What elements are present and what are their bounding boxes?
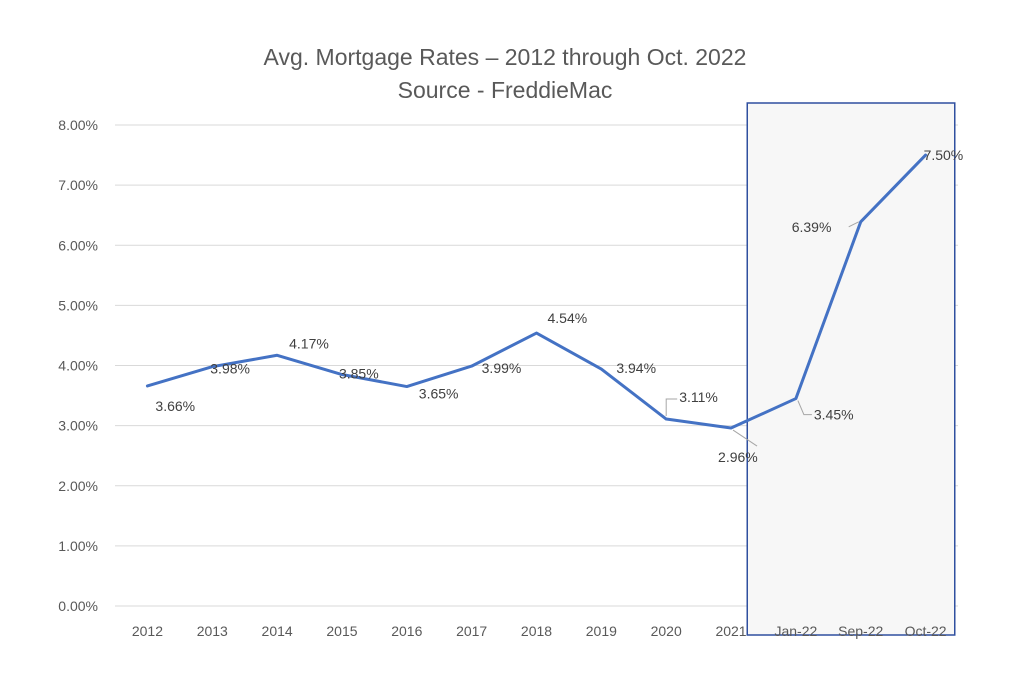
- x-tick-label: 2015: [326, 623, 357, 639]
- y-tick-label: 0.00%: [58, 598, 98, 614]
- y-tick-label: 3.00%: [58, 418, 98, 434]
- data-label: 3.65%: [419, 386, 459, 402]
- data-label: 7.50%: [924, 147, 964, 163]
- label-leader-line: [797, 400, 812, 416]
- rate-series: [145, 153, 928, 430]
- x-axis-ticks: 2012 2013 2014 2015 2016 2017 2018 2019 2020 2021…: [132, 623, 947, 639]
- x-tick-label: 2017: [456, 623, 487, 639]
- highlight-box: [746, 102, 956, 636]
- data-label: 3.11%: [679, 389, 718, 405]
- data-label: 4.17%: [289, 335, 329, 351]
- x-tick-label: Oct-22: [905, 623, 947, 639]
- data-label: 4.54%: [548, 310, 588, 326]
- label-leader-line: [732, 429, 758, 447]
- x-tick-label: 2016: [391, 623, 422, 639]
- grid-lines: [115, 124, 958, 607]
- data-label: 6.39%: [792, 219, 832, 235]
- y-tick-label: 7.00%: [58, 177, 98, 193]
- y-tick-label: 6.00%: [58, 237, 98, 253]
- data-label: 3.98%: [210, 361, 250, 377]
- series-line: [145, 153, 928, 430]
- data-label: 3.66%: [155, 398, 195, 414]
- y-tick-label: 1.00%: [58, 538, 98, 554]
- y-tick-label: 5.00%: [58, 297, 98, 313]
- chart-subtitle: Source - FreddieMac: [398, 77, 613, 103]
- x-tick-label: Sep-22: [838, 623, 883, 639]
- data-label: 3.99%: [482, 360, 522, 376]
- highlight-region: [746, 102, 956, 636]
- x-tick-label: 2013: [197, 623, 228, 639]
- data-label: 3.94%: [616, 360, 656, 376]
- y-tick-label: 2.00%: [58, 478, 98, 494]
- x-tick-label: 2018: [521, 623, 552, 639]
- y-tick-label: 4.00%: [58, 358, 98, 374]
- chart-title: Avg. Mortgage Rates – 2012 through Oct. …: [264, 44, 747, 70]
- y-axis-ticks: 0.00% 1.00% 2.00% 3.00% 4.00% 5.00% 6.00% 7.00%…: [58, 117, 98, 614]
- x-tick-label: 2021: [715, 623, 746, 639]
- y-tick-label: 8.00%: [58, 117, 98, 133]
- label-leader-line: [665, 398, 678, 417]
- data-label: 3.85%: [339, 366, 379, 382]
- x-tick-label: 2020: [651, 623, 682, 639]
- data-labels: 3.66% 3.98% 4.17% 3.85% 3.65% 3.99% 4.54% 3.94%…: [155, 147, 963, 465]
- label-leader-line: [848, 221, 859, 228]
- data-label: 2.96%: [718, 449, 758, 465]
- x-tick-label: Jan-22: [774, 623, 817, 639]
- x-tick-label: 2012: [132, 623, 163, 639]
- x-tick-label: 2014: [262, 623, 293, 639]
- x-tick-label: 2019: [586, 623, 617, 639]
- data-label: 3.45%: [814, 407, 854, 423]
